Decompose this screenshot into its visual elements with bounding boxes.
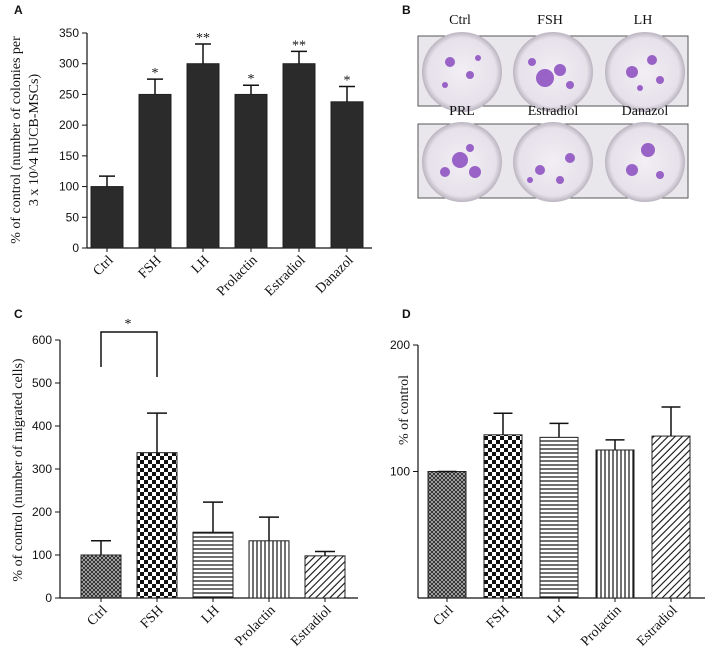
significance: * [152,66,159,81]
significance: * [248,72,255,87]
y-tick-label: 50 [66,210,80,224]
photo-caption: Danazol [622,104,669,119]
x-tick-label: Estradiol [634,603,680,649]
y-tick-label: 250 [59,87,79,101]
bar [651,435,691,599]
bar [248,540,290,599]
bar [138,93,172,249]
photo-caption: FSH [537,13,563,28]
x-tick-label: Estradiol [288,603,334,649]
error-bar [147,78,163,95]
bar [234,93,268,249]
panel-label: D [402,307,411,321]
error-bar [259,516,279,541]
y-tick-label: 200 [390,338,410,352]
x-tick-label: FSH [138,603,167,632]
x-tick-label: Ctrl [85,603,111,629]
y-tick-label: 300 [59,57,79,71]
x-tick-label: FSH [136,253,165,282]
y-tick-label: 100 [59,180,79,194]
photo-caption: PRL [449,104,475,119]
panel-label: A [14,3,23,17]
panel-label: B [402,3,411,17]
bar [136,452,178,599]
x-tick-label: LH [199,603,223,627]
bar [304,555,346,599]
error-bar [291,50,307,64]
x-tick-label: Ctrl [91,253,117,279]
y-tick-label: 400 [32,419,52,433]
y-tick-label: 600 [32,333,52,347]
y-tick-label: 100 [390,465,410,479]
x-tick-label: FSH [484,603,513,632]
significance: ** [292,38,306,53]
error-bar [99,175,115,187]
x-tick-label: Ctrl [431,603,457,629]
error-bar [243,84,259,95]
error-bar [661,406,681,437]
bracket [100,331,158,377]
y-axis-label: % of control (number of migrated cells) [11,358,26,581]
colonies [440,55,664,184]
x-tick-label: Prolactin [578,603,624,649]
error-bar [195,43,211,64]
bar [80,554,122,599]
bar [186,63,220,249]
x-tick-label: Estradiol [262,253,308,299]
error-bar [493,412,513,435]
error-bar [203,501,223,533]
y-tick-label: 100 [32,548,52,562]
bar [282,63,316,249]
y-axis-label: % of control [397,375,412,445]
y-tick-label: 200 [32,505,52,519]
photo-caption: Ctrl [449,13,471,28]
y-tick-label: 350 [59,26,79,40]
x-tick-label: LH [189,253,213,277]
y-tick-label: 300 [32,462,52,476]
x-tick-label: LH [545,603,569,627]
significance: ** [196,31,210,46]
error-bar [605,439,625,450]
bar [595,449,635,599]
y-tick-label: 0 [72,241,79,255]
significance: * [125,317,132,332]
error-bar [147,412,167,453]
x-tick-label: Prolactin [214,253,260,299]
bar [427,471,467,599]
y-tick-label: 0 [45,591,52,605]
error-bar [549,422,569,438]
significance: * [344,73,351,88]
y-axis-label: 3 x 10^4 hUCB-MSCs) [27,74,42,207]
photo-caption: Estradiol [528,104,579,119]
bar [90,186,124,249]
bar [483,434,523,599]
error-bar [91,540,111,555]
photo-panel: B [402,3,689,202]
x-tick-label: Prolactin [232,603,278,649]
panel-label: C [14,307,23,321]
y-tick-label: 500 [32,376,52,390]
bar [330,101,364,249]
x-tick-label: Danazol [313,253,357,297]
bar [192,531,234,599]
error-bar [315,550,335,556]
y-tick-label: 150 [59,149,79,163]
bar [539,436,579,599]
y-axis-label: % of control (number of colonies per [9,36,24,244]
error-bar [339,85,355,102]
photo-caption: LH [634,13,653,28]
y-tick-label: 200 [59,118,79,132]
